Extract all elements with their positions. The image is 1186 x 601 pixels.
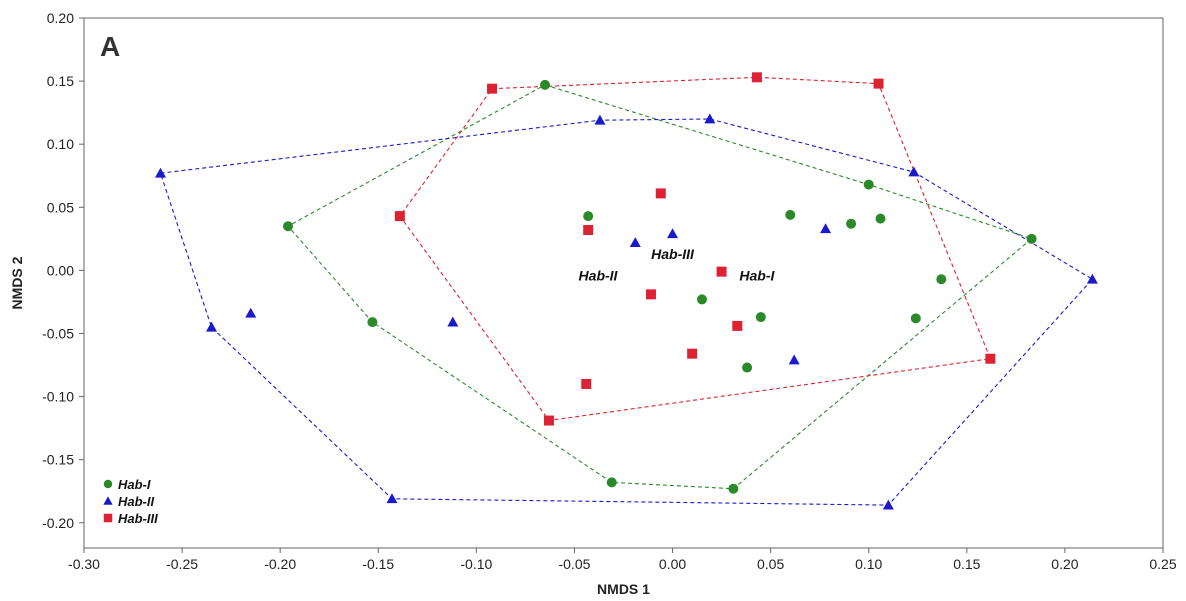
x-tick-label: 0.15 (953, 556, 980, 572)
y-tick-label: 0.05 (47, 199, 74, 215)
point-hab-ii (386, 493, 398, 504)
point-hab-iii (581, 378, 592, 389)
point-hab-i (696, 294, 707, 305)
point-hab-iii (543, 415, 554, 426)
y-axis-label: NMDS 2 (9, 256, 25, 309)
y-tick-label: -0.10 (42, 389, 74, 405)
point-hab-iii (583, 225, 594, 235)
y-tick-label: 0.00 (47, 262, 74, 278)
x-tick-label: -0.10 (460, 556, 492, 572)
point-hab-ii (820, 223, 832, 234)
point-hab-i (540, 79, 551, 90)
point-hab-i (583, 211, 594, 222)
point-hab-i (606, 477, 617, 488)
point-hab-ii (629, 237, 641, 248)
y-tick-label: 0.10 (47, 136, 74, 152)
point-hab-ii (667, 228, 679, 239)
legend-marker-hab-ii (103, 496, 113, 505)
legend-label: Hab-I (118, 477, 151, 492)
point-hab-ii (206, 321, 218, 332)
point-hab-ii (882, 499, 894, 510)
x-tick-label: -0.25 (166, 556, 198, 572)
y-tick-label: -0.15 (42, 452, 74, 468)
point-hab-ii (1086, 273, 1098, 284)
point-hab-ii (155, 167, 167, 178)
x-axis-label: NMDS 1 (597, 581, 650, 597)
legend: Hab-I Hab-II Hab-III (103, 477, 158, 526)
point-hab-iii (487, 83, 498, 94)
point-hab-iii (985, 353, 996, 364)
hull-hab-ii (159, 118, 1094, 506)
point-hab-i (785, 209, 796, 220)
point-hab-i (1026, 233, 1037, 244)
point-hab-i (367, 317, 378, 328)
point-hab-ii (245, 307, 257, 318)
point-hab-iii (655, 188, 666, 199)
point-hab-iii (716, 266, 727, 277)
point-hab-ii (447, 316, 459, 327)
point-hab-i (875, 213, 886, 224)
point-hab-iii (394, 211, 405, 222)
point-hab-i (283, 221, 294, 232)
point-hab-i (863, 179, 874, 190)
point-hab-i (728, 483, 739, 494)
panel-label: A (100, 31, 120, 62)
point-hab-i (846, 218, 857, 229)
point-hab-iii (732, 320, 743, 331)
y-tick-label: 0.15 (47, 73, 74, 89)
x-tick-label: 0.05 (757, 556, 784, 572)
centroid-labels: Hab-III Hab-II Hab-I (579, 246, 776, 283)
x-tick-label: 0.10 (855, 556, 882, 572)
x-tick-label: 0.20 (1051, 556, 1078, 572)
x-tick-label: -0.05 (558, 556, 590, 572)
x-tick-label: -0.15 (362, 556, 394, 572)
x-tick-label: 0.00 (659, 556, 686, 572)
point-hab-i (936, 274, 947, 285)
point-hab-ii (704, 113, 716, 124)
y-tick-label: -0.05 (42, 325, 74, 341)
hull-hab-i (287, 84, 1033, 490)
axis-ticks: -0.30 -0.25 -0.20 -0.15 -0.10 -0.05 0.00 0.05 0.… (42, 10, 1177, 572)
centroid-label: Hab-I (739, 267, 775, 283)
legend-label: Hab-II (118, 494, 155, 509)
centroid-label: Hab-III (651, 246, 695, 262)
legend-label: Hab-III (118, 511, 158, 526)
plot-area (83, 17, 1164, 549)
point-hab-i (742, 362, 753, 373)
legend-marker-hab-iii (103, 513, 113, 523)
x-tick-label: -0.30 (68, 556, 100, 572)
point-hab-ii (594, 114, 606, 125)
point-hab-i (910, 313, 921, 324)
legend-marker-hab-i (103, 479, 113, 489)
point-hab-iii (873, 78, 884, 89)
y-tick-label: 0.20 (47, 10, 74, 26)
point-hab-i (755, 312, 766, 323)
centroid-label: Hab-II (579, 267, 619, 283)
y-tick-label: -0.20 (42, 515, 74, 531)
x-tick-label: -0.20 (264, 556, 296, 572)
point-hab-iii (751, 72, 762, 83)
x-tick-label: 0.25 (1149, 556, 1176, 572)
point-hab-iii (687, 348, 698, 359)
point-hab-iii (645, 289, 656, 300)
point-hab-ii (908, 166, 920, 177)
point-hab-ii (788, 354, 800, 365)
data-points (155, 72, 1098, 510)
